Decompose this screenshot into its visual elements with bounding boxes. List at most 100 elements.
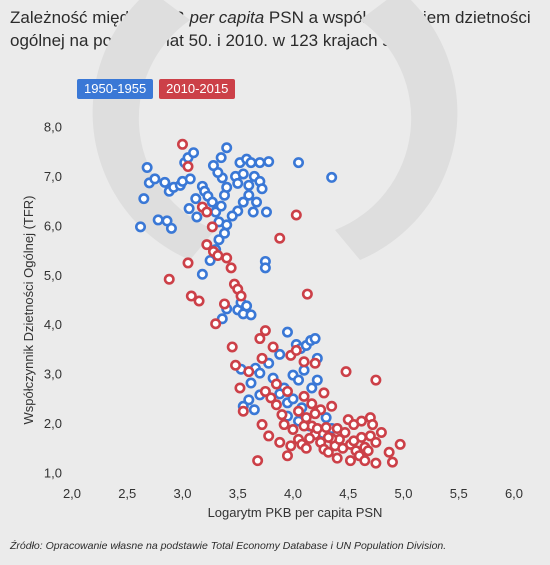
point-2010-2015 (281, 450, 293, 462)
y-tick-label: 6,0 (44, 218, 62, 233)
point-1950-1955 (243, 394, 255, 406)
point-1950-1955 (191, 211, 203, 223)
point-2010-2015 (185, 290, 197, 302)
point-1950-1955 (260, 206, 272, 218)
point-2010-2015 (256, 352, 268, 364)
point-2010-2015 (234, 382, 246, 394)
point-2010-2015 (274, 436, 286, 448)
y-tick-label: 8,0 (44, 120, 62, 135)
point-1950-1955 (248, 404, 260, 416)
point-2010-2015 (359, 455, 371, 467)
point-1950-1955 (206, 196, 218, 208)
point-1950-1955 (274, 348, 286, 360)
point-2010-2015 (356, 415, 368, 427)
point-2010-2015 (237, 405, 249, 417)
point-2010-2015 (221, 252, 233, 264)
point-2010-2015 (298, 390, 310, 402)
point-2010-2015 (298, 356, 310, 368)
point-2010-2015 (278, 419, 290, 431)
point-2010-2015 (344, 455, 356, 467)
point-1950-1955 (149, 173, 161, 185)
point-1950-1955 (152, 214, 164, 226)
point-2010-2015 (206, 221, 218, 233)
point-2010-2015 (362, 445, 374, 457)
point-2010-2015 (290, 209, 302, 221)
point-2010-2015 (306, 398, 318, 410)
watermark-logo (92, 0, 458, 260)
y-tick-label: 4,0 (44, 317, 62, 332)
point-1950-1955 (237, 168, 249, 180)
y-tick-label: 7,0 (44, 169, 62, 184)
point-2010-2015 (252, 455, 264, 467)
legend-item-2010-2015[interactable]: 2010-2015 (159, 79, 236, 99)
point-2010-2015 (322, 446, 334, 458)
point-2010-2015 (270, 378, 282, 390)
point-2010-2015 (276, 409, 288, 421)
point-2010-2015 (337, 442, 349, 454)
point-2010-2015 (375, 426, 387, 438)
point-1950-1955 (243, 189, 255, 201)
point-2010-2015 (367, 419, 379, 431)
point-2010-2015 (298, 420, 310, 432)
point-1950-1955 (254, 367, 266, 379)
point-2010-2015 (370, 374, 382, 386)
point-2010-2015 (182, 161, 194, 173)
point-1950-1955 (281, 326, 293, 338)
point-1950-1955 (306, 382, 318, 394)
point-1950-1955 (141, 162, 153, 174)
x-tick-label: 4,5 (339, 486, 357, 501)
x-tick-label: 2,5 (118, 486, 136, 501)
point-2010-2015 (326, 400, 338, 412)
point-1950-1955 (207, 160, 219, 172)
point-2010-2015 (322, 431, 334, 443)
y-tick-label: 1,0 (44, 466, 62, 481)
point-2010-2015 (290, 344, 302, 356)
point-1950-1955 (221, 219, 233, 231)
point-2010-2015 (386, 456, 398, 468)
point-1950-1955 (135, 221, 147, 233)
point-2010-2015 (383, 446, 395, 458)
point-2010-2015 (281, 385, 293, 397)
point-2010-2015 (177, 138, 189, 150)
point-1950-1955 (232, 177, 244, 189)
point-1950-1955 (188, 147, 200, 159)
point-1950-1955 (293, 157, 305, 169)
point-2010-2015 (300, 412, 312, 424)
point-2010-2015 (265, 392, 277, 404)
point-1950-1955 (226, 210, 238, 222)
x-tick-label: 3,5 (229, 486, 247, 501)
point-2010-2015 (225, 262, 237, 274)
point-1950-1955 (320, 412, 332, 424)
point-2010-2015 (340, 366, 352, 378)
source-note: Źródło: Opracowanie własne na podstawie … (10, 540, 447, 552)
point-1950-1955 (213, 234, 225, 246)
point-2010-2015 (212, 250, 224, 262)
point-2010-2015 (304, 432, 316, 444)
point-1950-1955 (215, 152, 227, 164)
point-2010-2015 (309, 408, 321, 420)
point-1950-1955 (218, 227, 230, 239)
point-1950-1955 (287, 393, 299, 405)
x-axis-title: Logarytm PKB per capita PSN (208, 505, 383, 520)
x-tick-label: 5,0 (394, 486, 412, 501)
legend-item-1950-1955[interactable]: 1950-1955 (77, 79, 154, 99)
y-tick-label: 3,0 (44, 367, 62, 382)
point-2010-2015 (270, 399, 282, 411)
point-1950-1955 (221, 142, 233, 154)
point-1950-1955 (254, 157, 266, 169)
point-2010-2015 (331, 423, 343, 435)
x-tick-label: 3,0 (173, 486, 191, 501)
x-tick-label: 6,0 (505, 486, 523, 501)
point-2010-2015 (301, 288, 313, 300)
point-2010-2015 (163, 273, 175, 285)
point-2010-2015 (210, 318, 222, 330)
point-1950-1955 (165, 222, 177, 234)
y-tick-label: 5,0 (44, 268, 62, 283)
point-1950-1955 (247, 206, 259, 218)
y-axis: 1,0 2,0 3,0 4,0 5,0 6,0 7,0 8,0 (44, 120, 62, 481)
point-1950-1955 (138, 193, 150, 205)
point-1950-1955 (196, 268, 208, 280)
point-2010-2015 (267, 341, 279, 353)
point-2010-2015 (370, 436, 382, 448)
point-2010-2015 (320, 422, 332, 434)
